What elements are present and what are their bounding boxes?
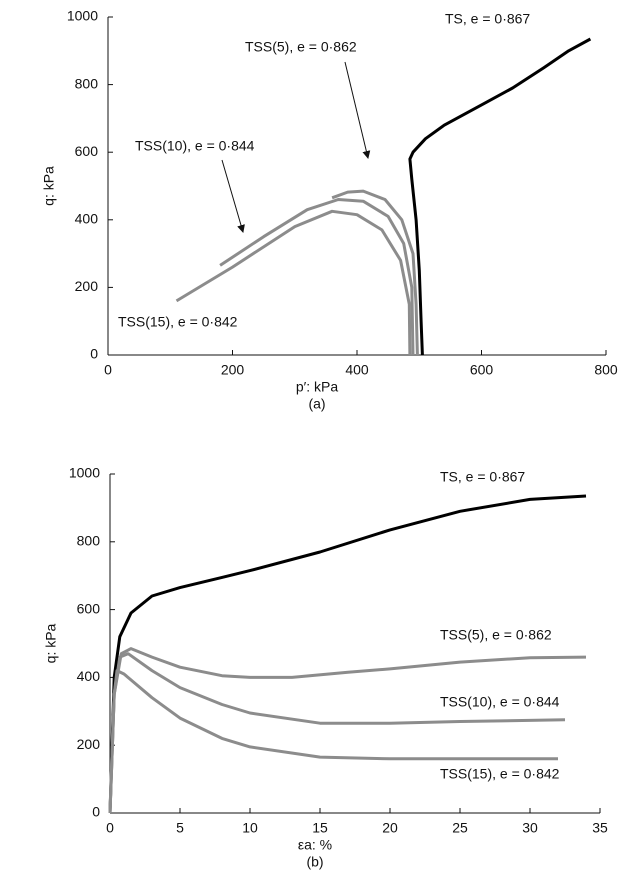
x-tick-label: 5 bbox=[176, 820, 184, 836]
caption: (b) bbox=[306, 854, 323, 870]
curve-label: TSS(5), e = 0·862 bbox=[245, 39, 357, 55]
curve bbox=[175, 209, 412, 356]
pointer-arrow bbox=[344, 61, 371, 159]
caption: (a) bbox=[308, 396, 325, 412]
y-tick-label: 1000 bbox=[69, 465, 100, 481]
curve bbox=[108, 647, 587, 814]
x-axis-label: εa: % bbox=[298, 837, 332, 853]
x-tick-label: 400 bbox=[345, 362, 369, 378]
x-tick-label: 800 bbox=[594, 362, 618, 378]
curve-label: TSS(10), e = 0·844 bbox=[440, 694, 560, 710]
x-axis-label: p′: kPa bbox=[296, 379, 339, 395]
curve-label: TSS(15), e = 0·842 bbox=[118, 314, 238, 330]
x-tick-label: 25 bbox=[452, 820, 468, 836]
y-tick-label: 1000 bbox=[67, 8, 98, 24]
y-tick-label: 600 bbox=[77, 600, 101, 616]
x-tick-label: 0 bbox=[104, 362, 112, 378]
curve-label: TSS(15), e = 0·842 bbox=[440, 766, 560, 782]
y-tick-label: 800 bbox=[77, 533, 101, 549]
x-tick-label: 35 bbox=[592, 820, 608, 836]
y-axis-label: q: kPa bbox=[43, 623, 59, 663]
curve-label: TSS(5), e = 0·862 bbox=[440, 627, 552, 643]
curve-label: TS, e = 0·867 bbox=[440, 469, 525, 485]
curve bbox=[331, 189, 419, 356]
y-tick-label: 0 bbox=[90, 346, 98, 362]
curve bbox=[408, 37, 592, 356]
curve-label: TSS(10), e = 0·844 bbox=[135, 138, 255, 154]
curve-label: TS, e = 0·867 bbox=[445, 11, 530, 27]
y-tick-label: 600 bbox=[75, 143, 99, 159]
x-tick-label: 0 bbox=[106, 820, 114, 836]
y-tick-label: 800 bbox=[75, 75, 99, 91]
curve bbox=[108, 669, 558, 814]
y-axis-label: q: kPa bbox=[41, 166, 57, 206]
x-tick-label: 15 bbox=[312, 820, 328, 836]
y-tick-label: 200 bbox=[77, 736, 101, 752]
y-tick-label: 400 bbox=[75, 211, 99, 227]
curve bbox=[108, 494, 587, 814]
pointer-arrow bbox=[221, 159, 245, 233]
x-tick-label: 20 bbox=[382, 820, 398, 836]
curve bbox=[108, 652, 566, 814]
x-tick-label: 200 bbox=[221, 362, 245, 378]
x-tick-label: 10 bbox=[242, 820, 258, 836]
y-tick-label: 200 bbox=[75, 278, 99, 294]
y-tick-label: 400 bbox=[77, 668, 101, 684]
curve bbox=[219, 198, 415, 356]
x-tick-label: 30 bbox=[522, 820, 538, 836]
y-tick-label: 0 bbox=[92, 804, 100, 820]
x-tick-label: 600 bbox=[470, 362, 494, 378]
